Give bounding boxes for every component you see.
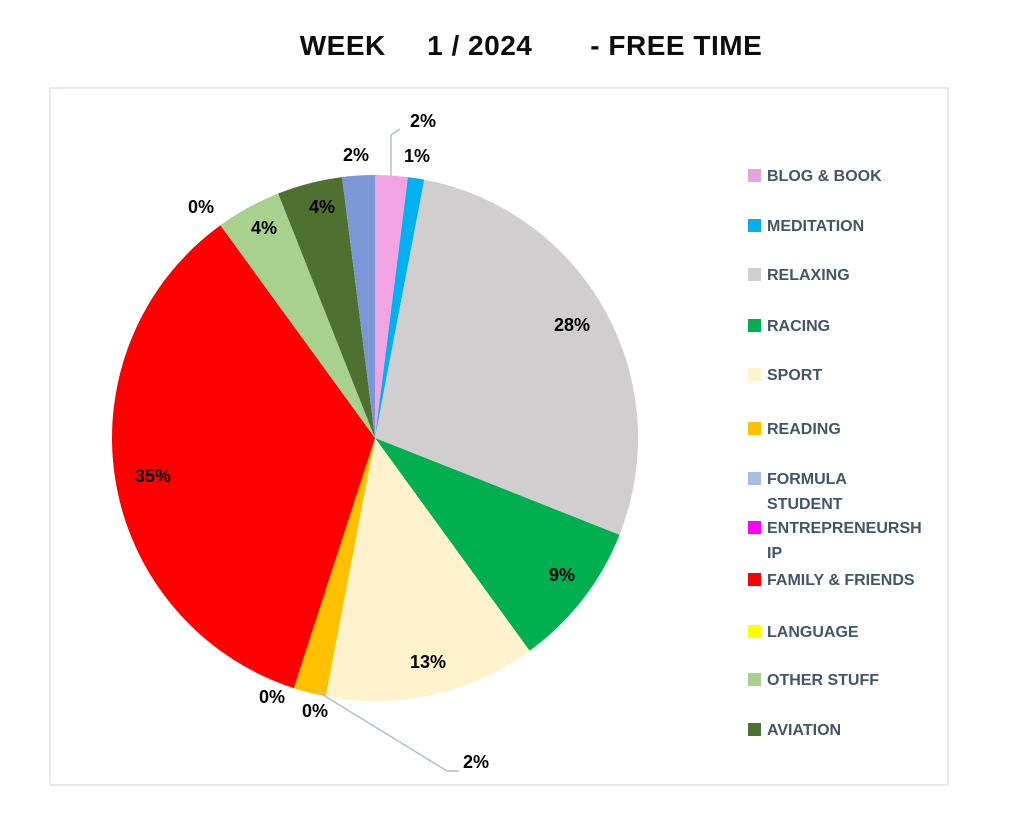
data-label-aviation: 4% <box>309 197 335 217</box>
pie-slice-other-stuff <box>220 193 375 438</box>
data-label-family-and-friends: 35% <box>135 466 171 486</box>
data-label-formula-student: 0% <box>259 687 285 707</box>
leader-line-blog-and-book <box>390 128 401 176</box>
pie-slice-meditation <box>375 177 425 438</box>
pie-slice-aviation <box>278 177 375 438</box>
pie-slice-blog-and-book <box>375 175 408 438</box>
data-label-entrepreneurship: 0% <box>302 701 328 721</box>
pie-slice-reading <box>293 438 375 697</box>
pie-slice-relaxing <box>375 179 638 535</box>
data-label-relaxing: 28% <box>554 315 590 335</box>
data-label-blog-and-book: 2% <box>410 111 436 131</box>
data-label-racing: 9% <box>549 565 575 585</box>
data-label-reading: 2% <box>463 752 489 772</box>
pie-slice-racing <box>375 438 620 651</box>
data-label-language: 0% <box>188 197 214 217</box>
data-label-extra: 2% <box>343 145 369 165</box>
pie-slice-sport <box>325 438 530 701</box>
pie-slice-extra <box>342 175 375 438</box>
chart-title: WEEK 1 / 2024 - FREE TIME <box>299 30 763 61</box>
data-label-other-stuff: 4% <box>251 218 277 238</box>
pie-slice-family-and-friends <box>111 225 375 689</box>
data-label-meditation: 1% <box>404 146 430 166</box>
leader-line-reading <box>314 689 459 772</box>
data-label-sport: 13% <box>410 652 446 672</box>
